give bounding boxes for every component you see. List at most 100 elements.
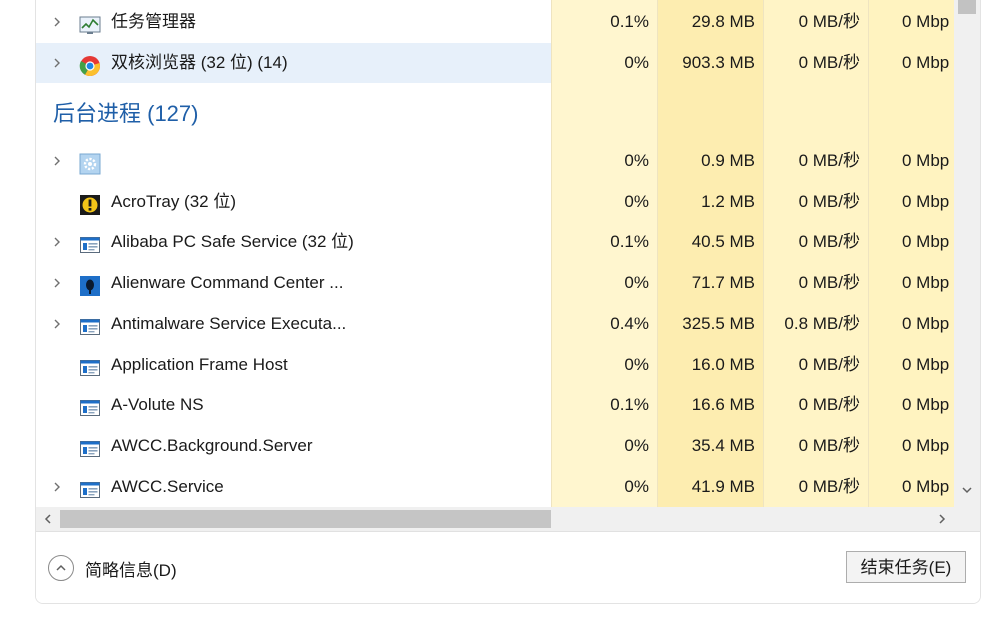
network-value-text: 0 Mbp — [902, 232, 950, 252]
network-value-text: 0 Mbp — [902, 354, 950, 374]
cpu-value-text: 0.1% — [610, 395, 649, 415]
column-divider — [868, 0, 869, 507]
cpu-value-text: 0.1% — [610, 232, 649, 252]
fewer-details-link[interactable]: 简略信息(D) — [85, 561, 177, 580]
memory-value: 41.9 MB — [657, 467, 763, 507]
process-name: AWCC.Background.Server — [111, 435, 313, 455]
acrotray-icon — [79, 191, 101, 215]
service-window-icon — [79, 354, 101, 376]
disk-value-text: 0 MB/秒 — [798, 273, 860, 293]
process-row[interactable]: Application Frame Host 0% 16.0 MB 0 MB/秒 0 M… — [36, 345, 954, 385]
cpu-value: 0% — [551, 345, 657, 385]
process-row[interactable]: AcroTray (32 位) 0% 1.2 MB 0 MB/秒 0 Mbp — [36, 182, 954, 222]
process-name-cell: Application Frame Host — [36, 345, 551, 385]
cpu-value: 0% — [551, 43, 657, 83]
disk-value-text: 0 MB/秒 — [798, 395, 860, 415]
cpu-value: 0% — [551, 182, 657, 222]
process-row[interactable]: Antimalware Service Executa... 0.4% 325.5 … — [36, 304, 954, 344]
fewer-details-chevron-up-icon[interactable] — [48, 555, 74, 581]
network-value-text: 0 Mbp — [902, 273, 950, 293]
network-column-bg — [868, 0, 954, 507]
memory-value: 0.9 MB — [657, 141, 763, 181]
process-row[interactable]: Alienware Command Center ... 0% 71.7 MB 0 M… — [36, 263, 954, 303]
process-name-cell: 任务管理器 — [36, 2, 551, 42]
vertical-scrollbar-thumb[interactable] — [958, 0, 976, 14]
disk-value: 0 MB/秒 — [763, 222, 868, 262]
disk-value: 0 MB/秒 — [763, 467, 868, 507]
network-value: 0 Mbp — [868, 345, 954, 385]
memory-value: 16.6 MB — [657, 385, 763, 425]
disk-value: 0 MB/秒 — [763, 141, 868, 181]
process-row[interactable]: 0% 0.9 MB 0 MB/秒 0 Mbp — [36, 141, 954, 181]
network-value: 0 Mbp — [868, 467, 954, 507]
cpu-value-text: 0.1% — [610, 12, 649, 31]
process-row[interactable]: 任务管理器 0.1% 29.8 MB 0 MB/秒 0 Mbp — [36, 2, 954, 42]
memory-value-text: 16.0 MB — [691, 354, 755, 374]
service-window-icon — [79, 476, 101, 498]
cpu-value: 0.1% — [551, 2, 657, 42]
network-value: 0 Mbp — [868, 2, 954, 42]
network-value: 0 Mbp — [868, 141, 954, 181]
expand-chevron-right-icon[interactable] — [50, 141, 64, 181]
network-value: 0 Mbp — [868, 182, 954, 222]
process-name-cell: Alibaba PC Safe Service (32 位) — [36, 222, 551, 262]
expand-chevron-right-icon[interactable] — [50, 222, 64, 262]
process-name: A-Volute NS — [111, 395, 204, 415]
process-row[interactable]: A-Volute NS 0.1% 16.6 MB 0 MB/秒 0 Mbp — [36, 385, 954, 425]
footer-bar: 简略信息(D) 结束任务(E) — [36, 531, 980, 603]
memory-value-text: 903.3 MB — [682, 52, 755, 72]
network-value-text: 0 Mbp — [902, 313, 950, 333]
expand-chevron-right-icon[interactable] — [50, 263, 64, 303]
disk-value: 0 MB/秒 — [763, 182, 868, 222]
network-value-text: 0 Mbp — [902, 476, 950, 496]
end-task-button[interactable]: 结束任务(E) — [846, 551, 966, 583]
column-divider — [551, 0, 552, 507]
memory-value-text: 325.5 MB — [682, 313, 755, 333]
task-manager-icon — [79, 11, 101, 34]
process-row[interactable]: Alibaba PC Safe Service (32 位) 0.1% 40.5 M… — [36, 222, 954, 262]
scrollbar-corner — [954, 507, 980, 531]
memory-value: 29.8 MB — [657, 2, 763, 42]
cpu-value-text: 0% — [624, 435, 649, 455]
process-name-cell: Alienware Command Center ... — [36, 263, 551, 303]
network-value: 0 Mbp — [868, 222, 954, 262]
expand-chevron-right-icon[interactable] — [50, 304, 64, 344]
cpu-value-text: 0% — [624, 52, 649, 72]
memory-value: 1.2 MB — [657, 182, 763, 222]
memory-value: 35.4 MB — [657, 426, 763, 466]
memory-value-text: 1.2 MB — [701, 191, 755, 211]
expand-chevron-right-icon[interactable] — [50, 43, 64, 83]
memory-column-bg — [657, 0, 763, 507]
cpu-column-bg — [551, 0, 657, 507]
scroll-right-arrow-icon[interactable] — [936, 513, 948, 525]
disk-value: 0 MB/秒 — [763, 2, 868, 42]
horizontal-scrollbar[interactable] — [36, 507, 954, 531]
process-row[interactable]: AWCC.Background.Server 0% 35.4 MB 0 MB/秒 0 M… — [36, 426, 954, 466]
scroll-down-arrow-icon[interactable] — [961, 484, 973, 496]
process-row[interactable]: 双核浏览器 (32 位) (14) 0% 903.3 MB 0 MB/秒 0 Mbp — [36, 42, 954, 83]
process-name: Antimalware Service Executa... — [111, 313, 347, 333]
cpu-value-text: 0% — [624, 354, 649, 374]
process-name-cell: A-Volute NS — [36, 385, 551, 425]
scroll-left-arrow-icon[interactable] — [42, 513, 54, 525]
cpu-value-text: 0.4% — [610, 313, 649, 333]
service-window-icon — [79, 231, 101, 254]
process-row[interactable]: AWCC.Service 0% 41.9 MB 0 MB/秒 0 Mbp — [36, 467, 954, 507]
network-value: 0 Mbp — [868, 385, 954, 425]
disk-value: 0 MB/秒 — [763, 43, 868, 83]
network-value: 0 Mbp — [868, 304, 954, 344]
alienware-icon — [79, 272, 101, 297]
cpu-value-text: 0% — [624, 476, 649, 496]
horizontal-scrollbar-thumb[interactable] — [60, 510, 551, 528]
vertical-scrollbar[interactable] — [954, 0, 980, 507]
process-name: 任务管理器 — [111, 12, 196, 31]
expand-chevron-right-icon[interactable] — [50, 2, 64, 42]
cpu-value: 0.4% — [551, 304, 657, 344]
process-name-cell: Antimalware Service Executa... — [36, 304, 551, 344]
process-name: AWCC.Service — [111, 476, 224, 496]
network-value-text: 0 Mbp — [902, 191, 950, 211]
expand-chevron-right-icon[interactable] — [50, 467, 64, 507]
cpu-value: 0% — [551, 141, 657, 181]
disk-value: 0 MB/秒 — [763, 345, 868, 385]
cpu-value-text: 0% — [624, 151, 649, 170]
